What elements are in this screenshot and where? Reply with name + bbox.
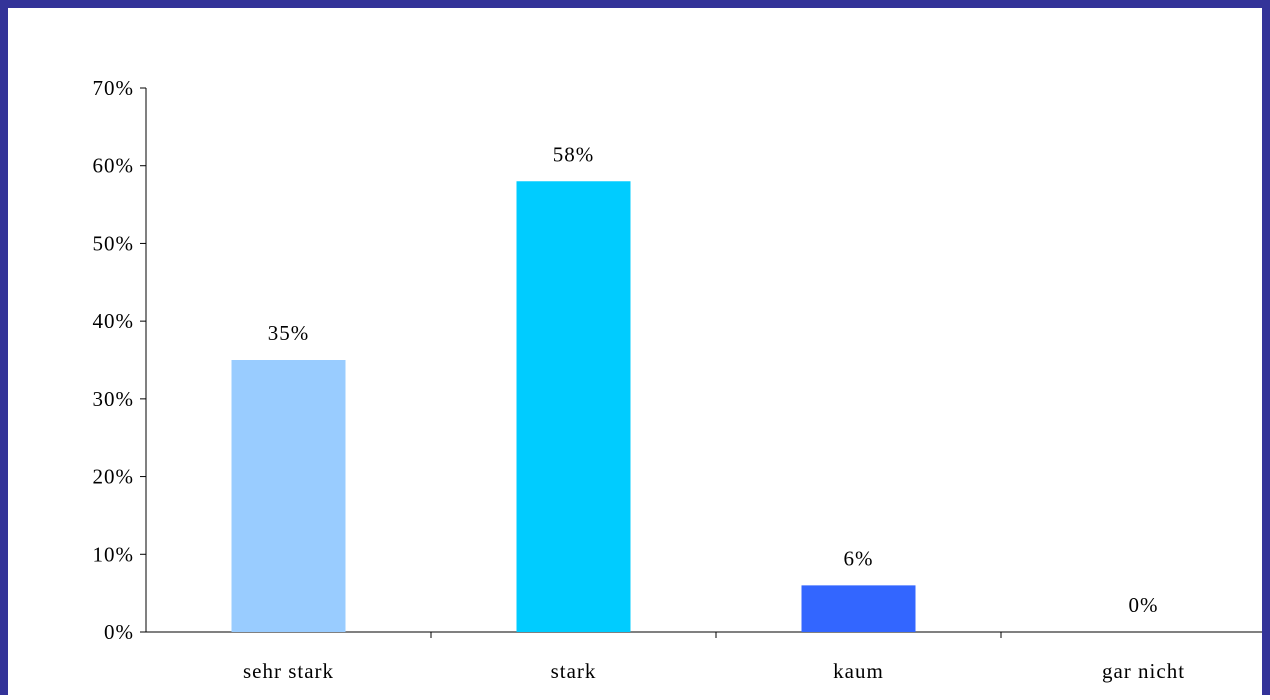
x-tick-label: stark (551, 659, 597, 683)
bars (231, 181, 916, 632)
y-tick-label: 50% (93, 231, 135, 255)
data-label: 35% (268, 321, 310, 345)
data-label: 58% (553, 142, 595, 166)
x-tick-label: gar nicht (1102, 659, 1185, 683)
y-tick-label: 30% (93, 387, 135, 411)
y-tick-label: 20% (93, 465, 135, 489)
data-labels: 35% 58% 6% 0% (268, 142, 1159, 617)
y-tick-label: 40% (93, 309, 135, 333)
data-label: 0% (1129, 593, 1159, 617)
y-axis: 0% 10% 20% 30% 40% 50% 60% 70% (93, 76, 147, 644)
y-tick-label: 70% (93, 76, 135, 100)
bar (801, 585, 916, 632)
y-tick-label: 0% (104, 620, 134, 644)
bar-chart: 0% 10% 20% 30% 40% 50% 60% 70% sehr stark stark k… (93, 76, 1270, 683)
bar (231, 360, 346, 632)
y-tick-label: 10% (93, 542, 135, 566)
x-tick-label: sehr stark (243, 659, 334, 683)
data-label: 6% (844, 546, 874, 570)
bar (516, 181, 631, 632)
y-tick-label: 60% (93, 154, 135, 178)
x-axis: sehr stark stark kaum gar nicht (146, 631, 1270, 683)
x-tick-label: kaum (833, 659, 884, 683)
